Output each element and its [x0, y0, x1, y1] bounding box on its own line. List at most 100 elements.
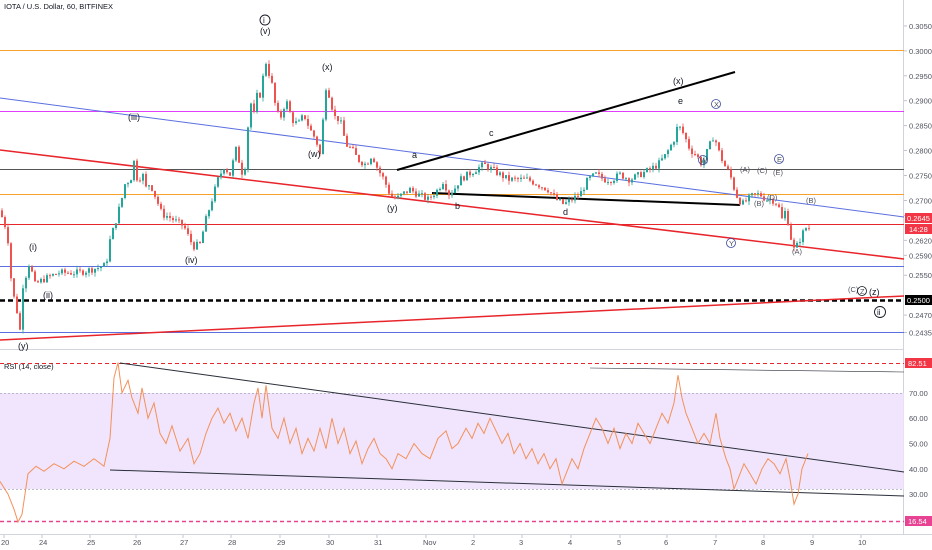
price-tick-label-12: 0.2470	[909, 311, 932, 320]
wave-label-C1: (C)	[757, 166, 768, 175]
candle-body-206	[619, 172, 621, 174]
candle-body-122	[367, 163, 369, 165]
candle-body-140	[421, 193, 423, 195]
candle-body-166	[499, 172, 501, 175]
candle-body-197	[592, 173, 594, 177]
time-tick-label-5: 28	[228, 538, 236, 547]
time-tick-label-10: 2	[471, 538, 475, 547]
price-tick-label-13: 0.2435	[909, 329, 932, 338]
candle-body-56	[169, 216, 171, 218]
level-2500-badge	[905, 295, 932, 305]
candle-body-70	[211, 201, 213, 211]
wave-label-d: d	[563, 207, 568, 217]
candle-body-27	[82, 270, 84, 275]
candle-body-36	[109, 239, 111, 262]
candle-body-19	[58, 273, 60, 275]
candle-body-218	[655, 165, 657, 169]
candle-body-61	[184, 225, 186, 229]
candle-body-135	[406, 191, 408, 193]
candle-body-267	[802, 230, 804, 243]
candle-body-55	[166, 216, 168, 218]
candle-body-117	[352, 147, 354, 149]
candle-body-204	[613, 180, 615, 183]
candle-body-149	[448, 190, 450, 196]
candle-body-147	[442, 184, 444, 189]
candle-body-47	[142, 173, 144, 181]
candle-body-124	[373, 158, 375, 163]
candle-body-64	[193, 242, 195, 250]
candle-body-203	[610, 182, 612, 184]
time-tick-label-2: 25	[87, 538, 95, 547]
time-tick-label-16: 8	[761, 538, 765, 547]
candle-body-77	[232, 160, 234, 176]
candle-body-199	[598, 172, 600, 174]
candle-body-156	[469, 171, 471, 176]
rsi-trendline-top[interactable]	[589, 367, 905, 373]
candle-body-158	[475, 172, 477, 175]
wave-label-C3: (C)	[848, 285, 859, 294]
candle-body-94	[283, 109, 285, 118]
candle-body-121	[364, 163, 366, 166]
candle-body-198	[595, 172, 597, 174]
candle-body-266	[799, 242, 801, 244]
wave-label-X: X	[714, 100, 719, 109]
candle-body-170	[511, 177, 513, 181]
candle-body-169	[508, 175, 510, 181]
candle-body-41	[124, 184, 126, 198]
candle-body-256	[769, 199, 771, 201]
wave-label-ii-circle: ii	[877, 308, 881, 317]
candle-body-110	[331, 97, 333, 110]
rsi-trendline-lower[interactable]	[109, 469, 905, 497]
candle-body-144	[433, 195, 435, 198]
time-tick-label-1: 24	[39, 538, 47, 547]
triangle-lower-line[interactable]	[431, 192, 741, 206]
red-channel-line-lower[interactable]	[0, 295, 905, 341]
candle-body-215	[646, 168, 648, 172]
candle-body-115	[346, 135, 348, 147]
price-axis-area[interactable]	[904, 0, 932, 550]
candle-body-176	[529, 177, 531, 181]
candle-body-116	[349, 146, 351, 148]
candle-body-212	[637, 172, 639, 175]
candle-body-195	[586, 177, 588, 190]
candle-body-24	[73, 274, 75, 276]
candle-body-243	[730, 169, 732, 178]
candle-body-255	[766, 200, 768, 202]
candle-body-111	[334, 109, 336, 116]
red-channel-line-upper[interactable]	[0, 149, 905, 260]
last-price-text: 0.2645	[907, 214, 930, 223]
time-tick-label-7: 30	[326, 538, 334, 547]
wave-label-v: (v)	[260, 26, 271, 36]
candle-body-2	[7, 227, 9, 244]
candle-body-0	[1, 210, 3, 218]
wave-label-iii: (iii)	[128, 112, 140, 122]
candle-body-263	[790, 225, 792, 240]
candle-body-137	[412, 187, 414, 192]
candle-body-134	[403, 191, 405, 194]
candle-body-132	[397, 195, 399, 199]
candle-body-220	[661, 158, 663, 161]
candle-body-82	[247, 127, 249, 170]
candle-body-216	[649, 168, 651, 170]
time-axis[interactable]: 20 24 25 26 27 28 29 30 31 Nov 2 3 4 5 6 7 8 9 10	[1, 535, 866, 547]
candle-body-45	[136, 160, 138, 181]
wave-label-Y: Y	[729, 239, 734, 248]
candle-body-30	[91, 268, 93, 273]
wave-labels: i (v) (x) (iii) (w) (iv) (i) (ii) (y) (y…	[18, 14, 886, 351]
candle-body-17	[52, 273, 54, 276]
candle-body-44	[133, 160, 135, 181]
rsi-trendline-upper[interactable]	[119, 362, 905, 473]
candle-body-130	[391, 193, 393, 197]
candle-body-231	[694, 154, 696, 156]
candle-body-29	[88, 268, 90, 273]
rsi-top-badge-text: 82.51	[908, 359, 927, 368]
candle-body-11	[34, 271, 36, 282]
candle-body-192	[577, 195, 579, 197]
blue-channel-line[interactable]	[0, 97, 905, 218]
triangle-upper-line[interactable]	[396, 71, 736, 171]
candle-body-181	[544, 187, 546, 191]
candle-body-252	[757, 193, 759, 195]
candle-body-40	[121, 197, 123, 207]
level-2500-text: 0.2500	[907, 296, 930, 305]
